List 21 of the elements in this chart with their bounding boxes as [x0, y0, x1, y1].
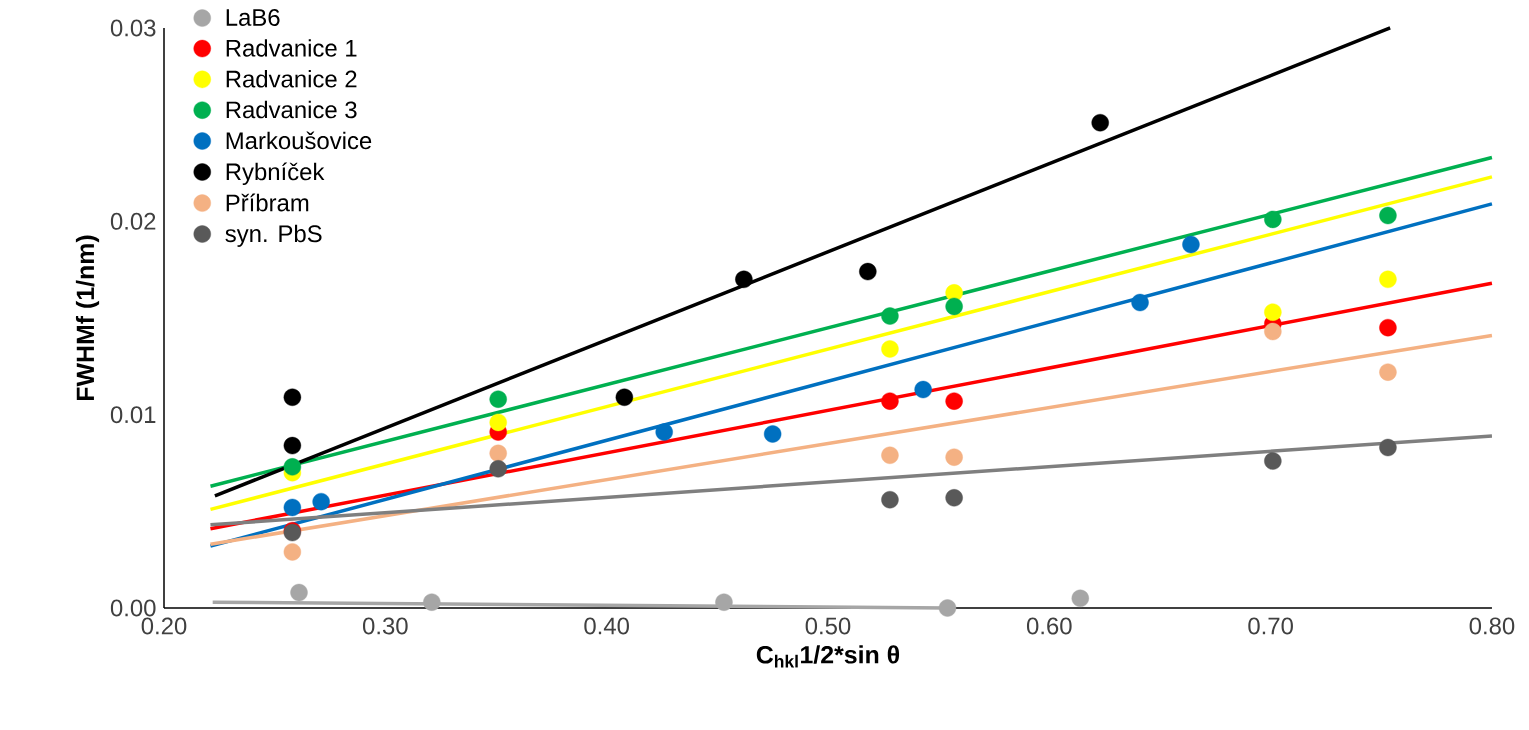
legend-label: Rybníček [226, 162, 325, 186]
y-tick-label: 0.02 [110, 212, 156, 230]
y-tick-label: 0.01 [110, 406, 156, 424]
x-tick-label: 0.20 [141, 617, 187, 635]
legend-label: syn. PbS [225, 224, 322, 247]
x-tick-label: 0.80 [1469, 617, 1515, 635]
x-tick-label: 0.70 [1248, 617, 1293, 635]
x-axis-title: C$_{hkl}$1/2*sin θ [756, 645, 900, 668]
legend-label: Markoušovice [226, 131, 372, 150]
x-tick-label: 0.50 [805, 617, 851, 635]
x-tick-label: 0.40 [584, 617, 629, 635]
legend-label: Radvanice 1 [226, 39, 357, 57]
legend-label: Příbram [226, 193, 309, 212]
x-tick-label: 0.60 [1026, 617, 1072, 635]
legend-label: LaB6 [226, 8, 280, 26]
y-axis-title: FWHMf (1/nm) [75, 235, 100, 401]
x-tick-label: 0.30 [363, 617, 408, 635]
legend-label: Radvanice 3 [226, 100, 357, 119]
y-tick-label: 0.03 [110, 19, 156, 37]
legend-label: Radvanice 2 [226, 69, 357, 88]
y-tick-label: 0.00 [110, 599, 156, 617]
